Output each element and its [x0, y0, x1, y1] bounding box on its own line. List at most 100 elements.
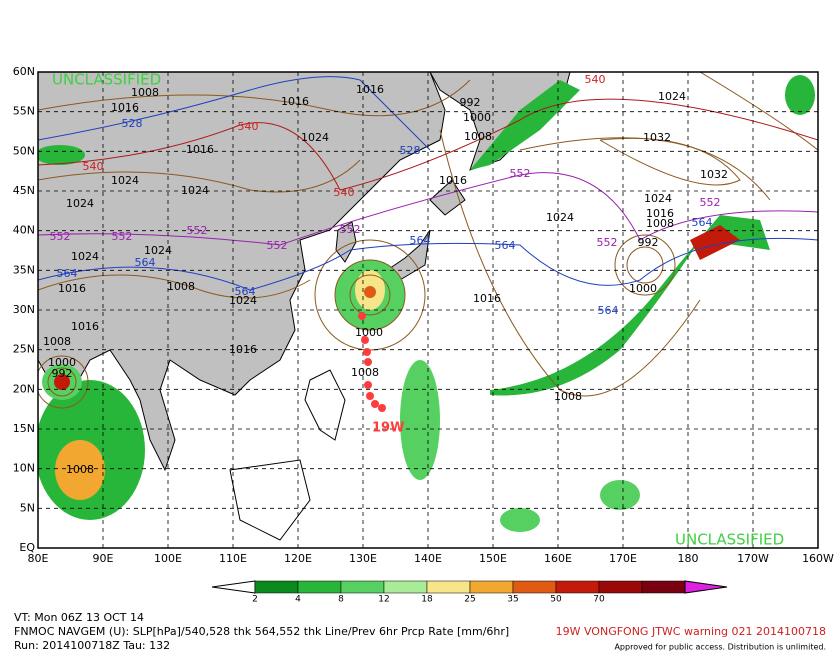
lat-label: 25N	[13, 343, 35, 356]
thickness-label: 540	[585, 73, 606, 86]
slp-label: 1016	[229, 343, 257, 356]
slp-label: 992	[460, 96, 481, 109]
lat-label: 55N	[13, 105, 35, 118]
lat-label: 40N	[13, 224, 35, 237]
thickness-label: 528	[122, 117, 143, 130]
lon-label: 120E	[284, 552, 312, 565]
colorbar-tick: 35	[507, 595, 518, 605]
colorbar: 2 4 8 12 18 25 35 50 70	[211, 580, 728, 605]
slp-label: 1008	[464, 130, 492, 143]
thickness-label: 552	[267, 239, 288, 252]
storm-label: 19W	[372, 421, 404, 436]
lat-label: 45N	[13, 184, 35, 197]
lat-label: 5N	[20, 501, 35, 514]
slp-label: 1016	[439, 174, 467, 187]
slp-label: 1024	[229, 294, 257, 307]
thickness-label: 552	[597, 236, 618, 249]
colorbar-swatch	[383, 580, 428, 594]
slp-label: 1000	[48, 356, 76, 369]
lon-label: 110E	[219, 552, 247, 565]
thickness-label: 552	[700, 196, 721, 209]
slp-label: 1016	[281, 95, 309, 108]
precipitation	[38, 75, 815, 532]
storm-track	[358, 312, 386, 412]
lat-label: 35N	[13, 263, 35, 276]
borneo	[229, 459, 311, 541]
slp-label: 1024	[301, 131, 329, 144]
thickness-528	[38, 76, 431, 151]
axes: 60N 55N 50N 45N 40N 35N 30N 25N 20N 15N 10N 5N EQ80E…	[13, 65, 834, 565]
lon-label: 180	[678, 552, 699, 565]
colorbar-high-end	[684, 580, 728, 594]
slp-label: 992	[638, 236, 659, 249]
slp-label: 1016	[71, 320, 99, 333]
colorbar-tick: 12	[378, 595, 389, 605]
lat-label: 15N	[13, 422, 35, 435]
slp-label: 1008	[131, 86, 159, 99]
lon-label: 100E	[154, 552, 182, 565]
slp-label: 1000	[355, 326, 383, 339]
lat-label: 20N	[13, 382, 35, 395]
lon-label: 160W	[802, 552, 834, 565]
slp-label: 1032	[643, 131, 671, 144]
thickness-label: 540	[238, 120, 259, 133]
description: FNMOC NAVGEM (U): SLP[hPa]/540,528 thk 5…	[14, 625, 509, 638]
thickness-564	[38, 237, 818, 291]
lat-label: 10N	[13, 462, 35, 475]
slp-label: 1008	[646, 217, 674, 230]
slp-label: 1008	[66, 463, 94, 476]
colorbar-tick: 50	[550, 595, 562, 605]
colorbar-tick: 2	[252, 595, 258, 605]
slp-label: 1032	[700, 168, 728, 181]
slp-label: 1008	[167, 280, 195, 293]
thickness-label: 564	[135, 256, 156, 269]
philippines	[304, 369, 346, 441]
slp-label: 1008	[351, 366, 379, 379]
slp-label: 992	[52, 367, 73, 380]
release-note: Approved for public access. Distribution…	[614, 643, 826, 652]
thickness-label: 552	[340, 223, 361, 236]
thickness-label: 552	[510, 167, 531, 180]
thickness-label: 564	[692, 216, 713, 229]
lon-label: 170W	[737, 552, 769, 565]
colorbar-tick: 70	[593, 595, 605, 605]
slp-label: 1008	[43, 335, 71, 348]
colorbar-swatch	[555, 580, 600, 594]
korea	[335, 221, 357, 263]
slp-label: 1016	[111, 101, 139, 114]
lon-label: 130E	[349, 552, 377, 565]
slp-label: 1016	[473, 292, 501, 305]
isobars	[38, 72, 818, 409]
colorbar-tick: 8	[338, 595, 344, 605]
colorbar-swatch	[641, 580, 686, 594]
lon-label: 160E	[544, 552, 572, 565]
thickness-label: 564	[57, 267, 78, 280]
lat-label: 50N	[13, 144, 35, 157]
colorbar-swatch	[598, 580, 643, 594]
slp-label: 1024	[546, 211, 574, 224]
asia-land	[38, 72, 446, 472]
slp-label: 1024	[111, 174, 139, 187]
thickness-label: 540	[83, 160, 104, 173]
slp-label: 1024	[66, 197, 94, 210]
slp-label: 1024	[181, 184, 209, 197]
colorbar-swatch	[340, 580, 385, 594]
classification-bottom: UNCLASSIFIED	[675, 531, 784, 549]
thickness-label: 564	[410, 234, 431, 247]
graticule	[38, 72, 818, 548]
slp-label: 1016	[646, 207, 674, 220]
thickness-label: 528	[400, 144, 421, 157]
slp-label: 1024	[644, 192, 672, 205]
slp-label: 1016	[58, 282, 86, 295]
lon-label: 150E	[479, 552, 507, 565]
colorbar-low-end	[211, 580, 256, 594]
thickness-label: 540	[334, 186, 355, 199]
run-time: Run: 2014100718Z Tau: 132	[14, 639, 170, 652]
warning: 19W VONGFONG JTWC warning 021 2014100718	[556, 625, 826, 638]
classification-top: UNCLASSIFIED	[52, 71, 161, 89]
lon-label: 80E	[28, 552, 49, 565]
lat-label: 30N	[13, 303, 35, 316]
